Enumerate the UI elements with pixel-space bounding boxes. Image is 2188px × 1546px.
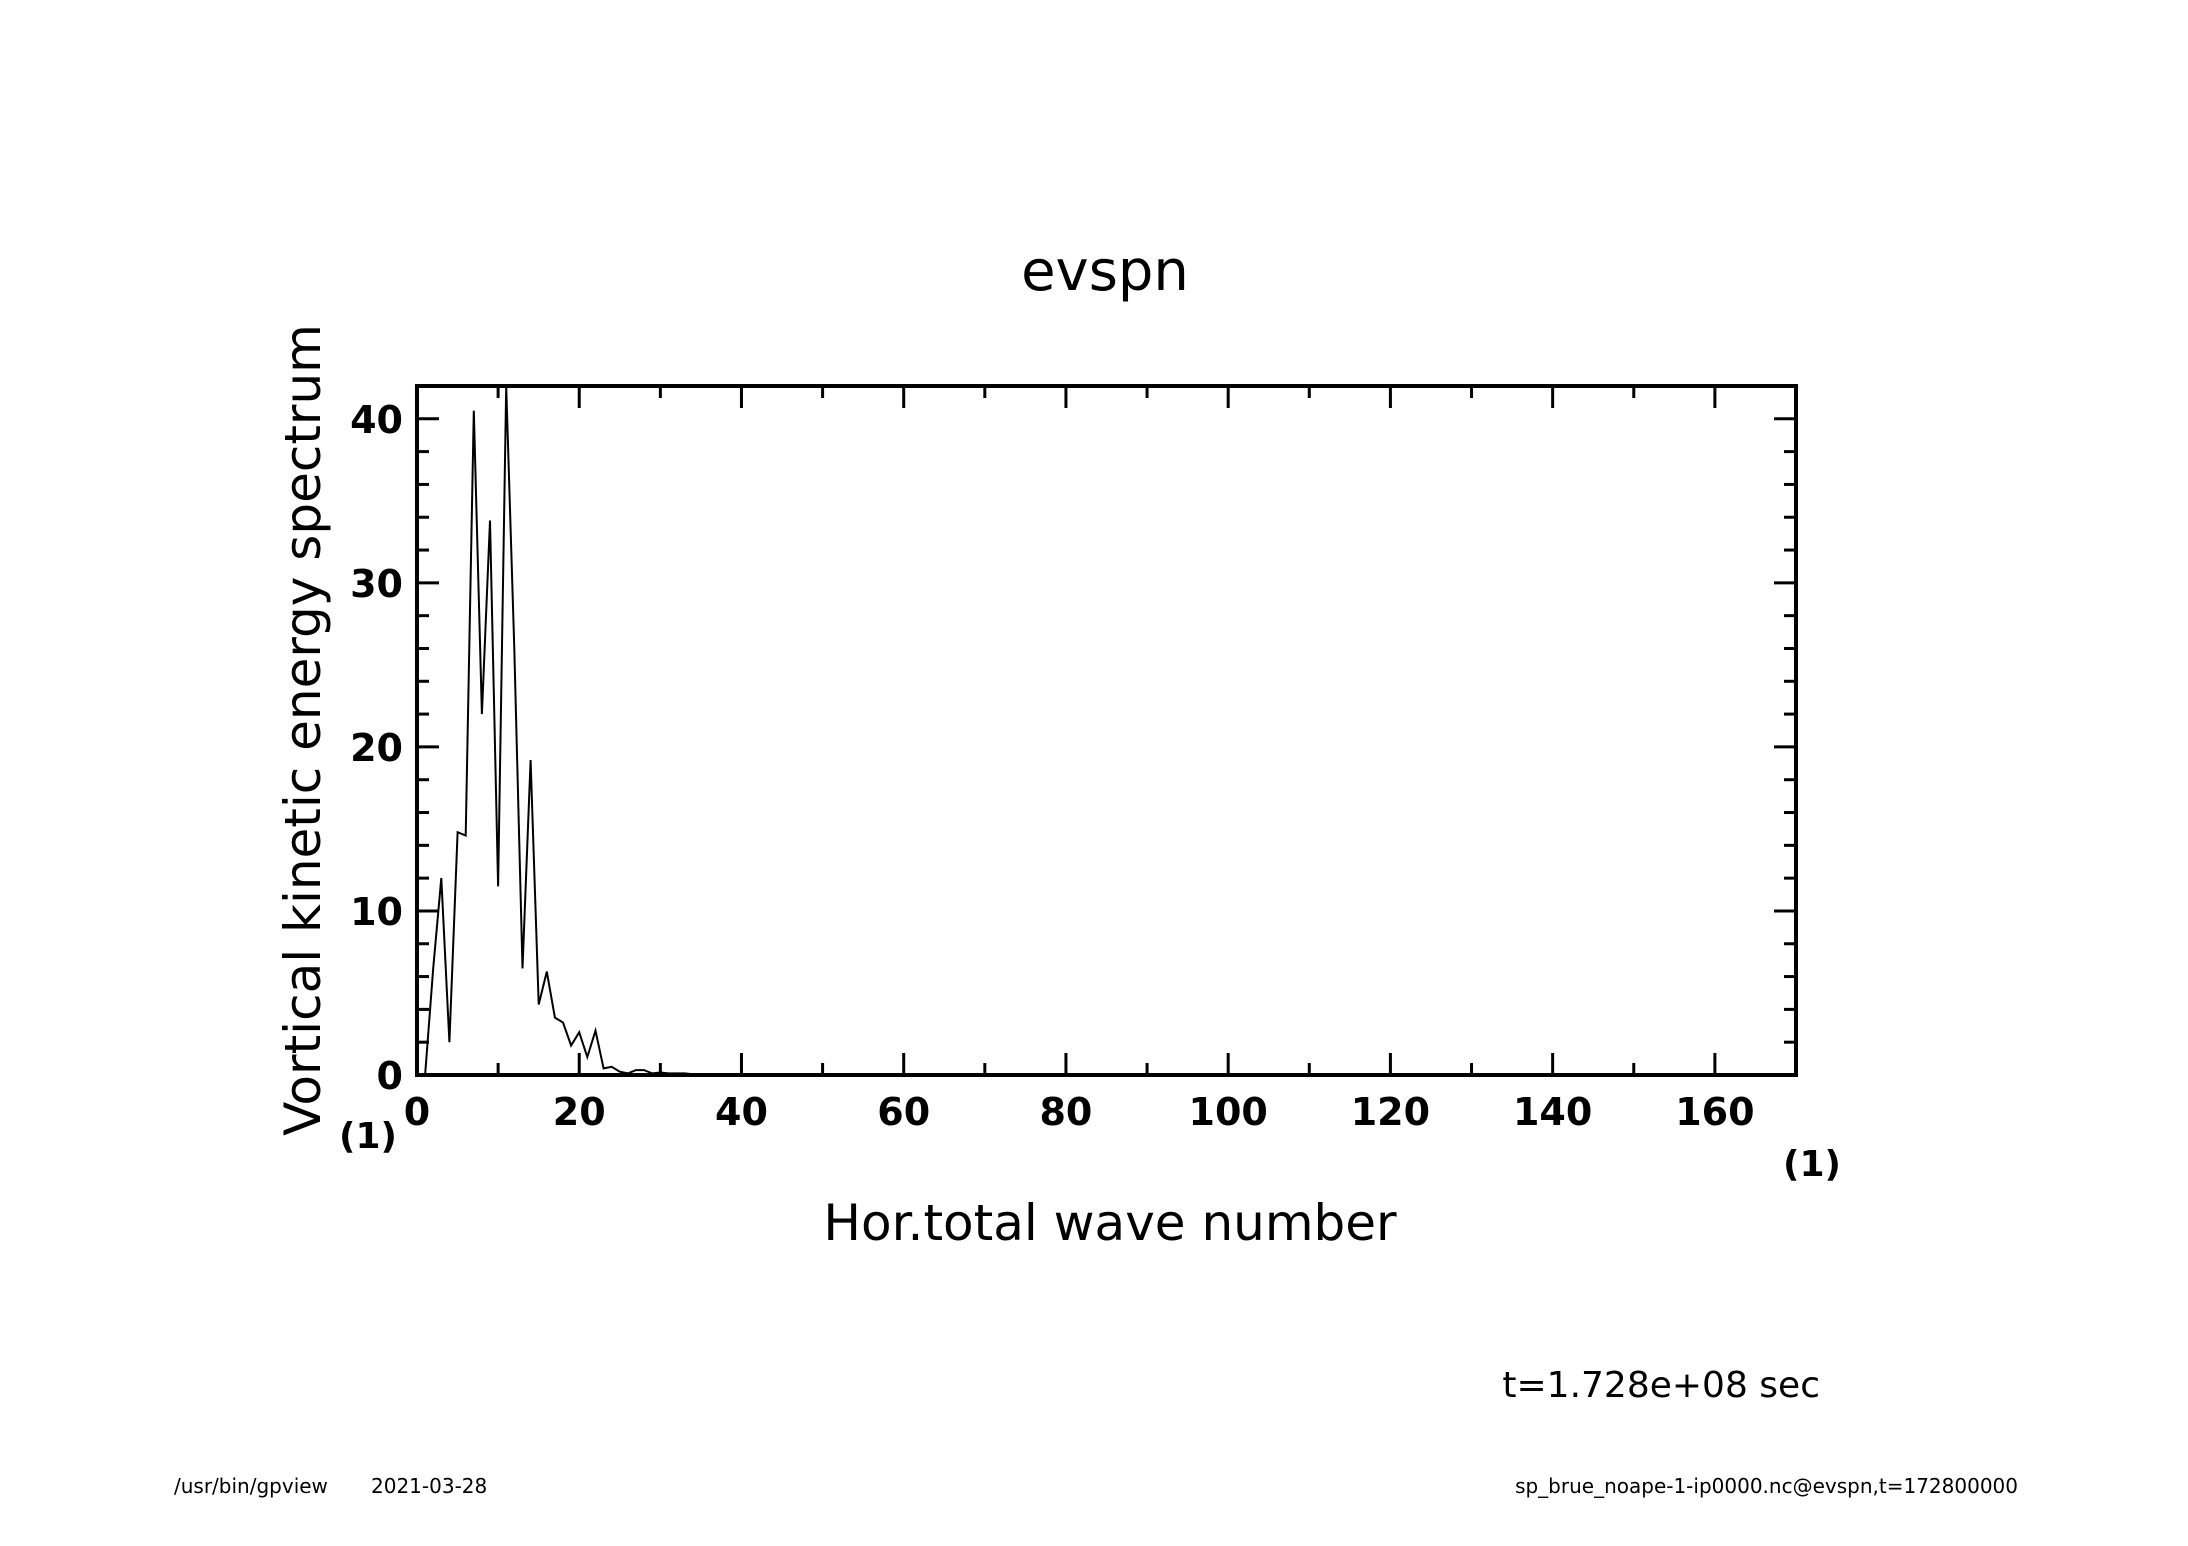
y-tick-label: 0	[377, 1054, 403, 1098]
x-tick-label: 40	[715, 1090, 768, 1134]
y-tick-label: 20	[350, 726, 403, 770]
x-tick-label: 0	[404, 1090, 430, 1134]
x-unit-label: (1)	[1783, 1144, 1841, 1185]
x-axis-label: Hor.total wave number	[823, 1194, 1397, 1252]
time-annotation: t=1.728e+08 sec	[1502, 1365, 1820, 1406]
x-tick-label: 100	[1189, 1090, 1268, 1134]
y-unit-label: (1)	[339, 1116, 397, 1157]
y-axis-label: Vortical kinetic energy spectrum	[274, 324, 332, 1136]
series-line	[417, 385, 1796, 1076]
y-tick-label: 30	[350, 562, 403, 606]
y-tick-label: 40	[350, 398, 403, 442]
tick-labels: 0 20 40 60 80 100 120 140 160 0 10 20 30 40	[350, 398, 1754, 1134]
x-tick-label: 140	[1513, 1090, 1592, 1134]
x-tick-label: 160	[1675, 1090, 1754, 1134]
footer-source: sp_brue_noape-1-ip0000.nc@evspn,t=172800…	[1515, 1474, 2018, 1498]
x-tick-label: 60	[877, 1090, 930, 1134]
footer-program: /usr/bin/gpview	[174, 1474, 328, 1498]
x-tick-label: 20	[553, 1090, 606, 1134]
footer-date: 2021-03-28	[371, 1474, 487, 1498]
x-tick-label: 120	[1351, 1090, 1430, 1134]
axis-ticks	[415, 384, 1798, 1077]
plot-frame	[415, 384, 1798, 1077]
y-tick-label: 10	[350, 890, 403, 934]
chart-title: evspn	[1021, 239, 1189, 304]
x-tick-label: 80	[1039, 1090, 1092, 1134]
